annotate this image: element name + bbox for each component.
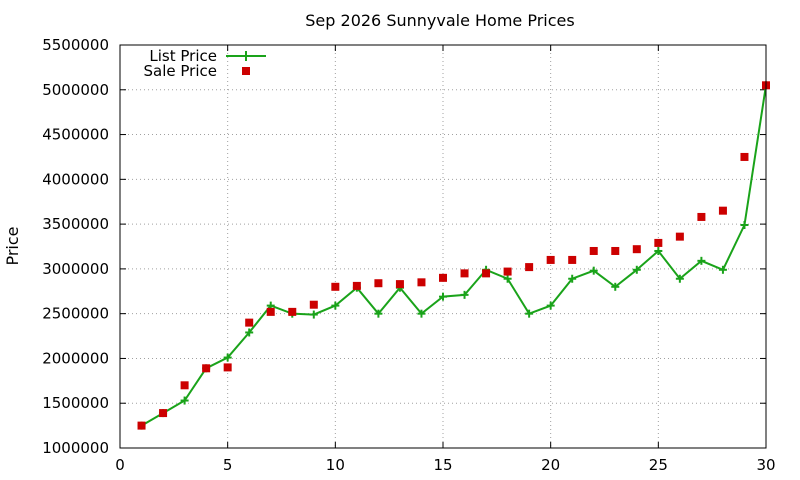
data-point-sale-price <box>288 307 297 316</box>
data-point-list-price <box>718 265 727 274</box>
y-tick-label: 3500000 <box>42 215 109 233</box>
data-point-sale-price <box>223 363 232 372</box>
data-point-sale-price <box>331 282 340 291</box>
data-point-list-price <box>503 274 512 283</box>
data-point-list-price <box>675 274 684 283</box>
data-point-list-price <box>589 266 598 275</box>
data-point-list-price <box>697 256 706 265</box>
y-tick-label: 4000000 <box>42 170 109 188</box>
data-point-sale-price <box>245 318 254 327</box>
legend-marker-list-price <box>241 51 251 61</box>
data-point-sale-price <box>740 152 749 161</box>
data-point-sale-price <box>675 232 684 241</box>
series-layer <box>137 81 770 430</box>
data-point-list-price <box>223 353 232 362</box>
data-point-sale-price <box>654 238 663 247</box>
data-point-list-price <box>546 301 555 310</box>
x-tick-label: 20 <box>541 456 560 474</box>
data-point-list-price <box>439 292 447 301</box>
data-point-sale-price <box>718 206 727 215</box>
legend: List Price Sale Price <box>144 47 266 80</box>
legend-label-sale-price: Sale Price <box>144 62 217 80</box>
y-tick-label: 2500000 <box>42 305 109 323</box>
x-tick-label: 5 <box>223 456 233 474</box>
legend-marker-sale-price <box>242 67 250 75</box>
data-point-list-price <box>245 328 254 337</box>
data-point-sale-price <box>266 307 275 316</box>
data-point-sale-price <box>568 255 577 264</box>
data-point-sale-price <box>202 364 211 373</box>
data-point-sale-price <box>137 421 146 430</box>
data-point-sale-price <box>697 212 706 221</box>
data-point-sale-price <box>159 409 168 418</box>
data-point-sale-price <box>309 300 318 309</box>
y-tick-label: 2000000 <box>42 349 109 367</box>
y-tick-label: 5500000 <box>42 36 109 54</box>
y-tick-label: 5000000 <box>42 81 109 99</box>
series-list-price <box>137 81 770 430</box>
x-tick-label: 30 <box>756 456 775 474</box>
y-axis-label: Price <box>3 226 22 265</box>
data-point-list-price <box>180 396 189 405</box>
data-point-sale-price <box>439 273 447 282</box>
data-point-sale-price <box>352 281 361 290</box>
series-sale-price <box>137 81 770 430</box>
data-point-sale-price <box>632 245 641 254</box>
data-point-sale-price <box>589 246 598 255</box>
legend-label-list-price: List Price <box>149 47 217 65</box>
y-tick-label: 1500000 <box>42 394 109 412</box>
data-point-list-price <box>740 221 749 230</box>
x-tick-label: 0 <box>115 456 125 474</box>
y-tick-label: 1000000 <box>42 439 109 457</box>
data-point-sale-price <box>482 269 491 278</box>
x-tick-label: 10 <box>326 456 345 474</box>
data-point-sale-price <box>546 255 555 264</box>
data-point-list-price <box>460 290 469 299</box>
data-point-sale-price <box>180 381 189 390</box>
y-tick-label: 3000000 <box>42 260 109 278</box>
data-point-list-price <box>417 309 426 318</box>
data-point-sale-price <box>503 267 512 276</box>
data-point-list-price <box>611 282 620 291</box>
data-point-list-price <box>568 274 577 283</box>
data-point-sale-price <box>525 263 534 272</box>
plot-frame <box>119 44 767 449</box>
data-point-sale-price <box>395 280 404 289</box>
data-point-list-price <box>309 310 318 319</box>
data-point-list-price <box>331 301 340 310</box>
x-tick-label: 25 <box>649 456 668 474</box>
ticks: 1000000 1500000 2000000 2500000 3000000 35000… <box>42 36 775 474</box>
data-point-list-price <box>525 309 534 318</box>
data-point-sale-price <box>374 279 383 288</box>
data-point-sale-price <box>417 278 426 287</box>
x-tick-label: 15 <box>433 456 452 474</box>
series-line-list-price <box>141 85 767 427</box>
grid <box>120 45 766 448</box>
data-point-list-price <box>374 309 383 318</box>
data-point-sale-price <box>611 246 620 255</box>
chart-title: Sep 2026 Sunnyvale Home Prices <box>305 11 574 30</box>
data-point-list-price <box>632 265 641 274</box>
data-point-sale-price <box>460 269 469 278</box>
y-tick-label: 4500000 <box>42 126 109 144</box>
data-point-list-price <box>654 246 663 255</box>
